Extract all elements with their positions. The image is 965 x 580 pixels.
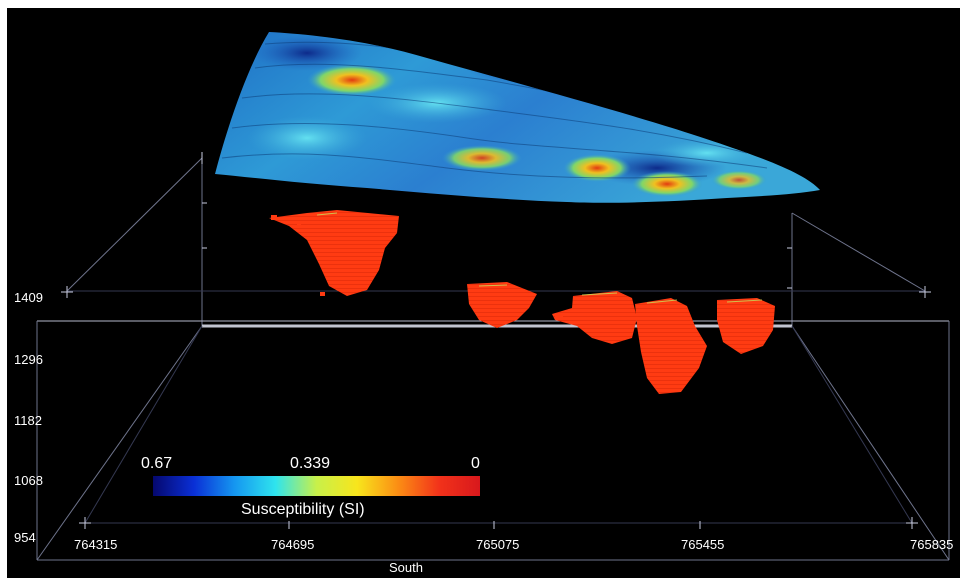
anomaly-body-5 (717, 298, 775, 354)
axis-ticks (61, 152, 931, 529)
colorbar-max-label: 0.67 (141, 455, 173, 472)
x-tick-label: 765075 (476, 537, 520, 552)
x-axis-title: South (389, 560, 423, 575)
anomaly-body-4 (635, 298, 707, 394)
z-tick-label: 1182 (14, 413, 42, 428)
z-tick-label: 1068 (14, 473, 43, 488)
body-scatter-fragments (271, 215, 563, 320)
z-tick-label: 1296 (14, 352, 43, 367)
colorbar-title: Susceptibility (SI) (241, 501, 365, 518)
z-tick-label: 1409 (14, 290, 43, 305)
z-tick-label: 954 (14, 530, 36, 545)
3d-viewport[interactable]: 1409 1296 1182 1068 954 764315 764695 76… (7, 8, 960, 578)
inversion-surface (215, 32, 820, 203)
colorbar (153, 476, 480, 496)
x-tick-label: 764695 (271, 537, 315, 552)
anomaly-body-2 (467, 282, 537, 328)
x-tick-label: 765455 (681, 537, 725, 552)
colorbar-mid-label: 0.339 (290, 455, 331, 472)
body-tops (316, 212, 763, 304)
colorbar-min-label: 0 (471, 455, 480, 472)
x-tick-label: 765835 (910, 537, 954, 552)
anomaly-body-3 (552, 291, 637, 344)
scene-svg (36, 32, 950, 561)
susceptibility-bodies (269, 210, 775, 394)
x-tick-label: 764315 (74, 537, 118, 552)
anomaly-body-1 (269, 210, 399, 296)
bounding-box (36, 157, 950, 561)
